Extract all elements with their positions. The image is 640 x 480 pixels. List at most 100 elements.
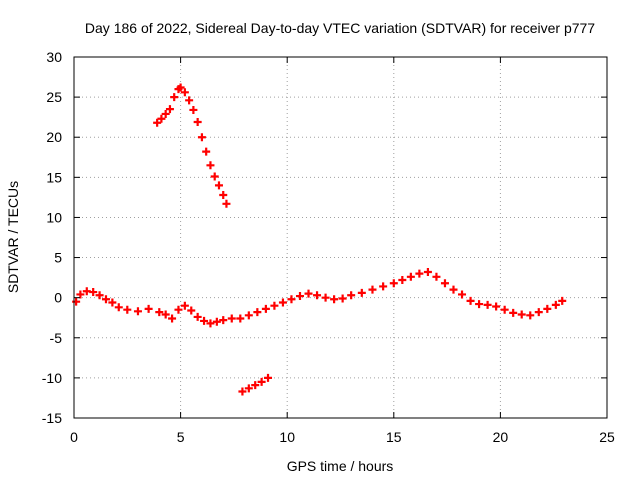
- data-point: [251, 381, 260, 390]
- data-point: [206, 161, 215, 170]
- data-point: [304, 289, 313, 298]
- y-tick-label: -5: [50, 330, 63, 346]
- data-point: [157, 114, 166, 123]
- data-point: [227, 314, 236, 323]
- plot-frame: [73, 56, 608, 419]
- data-point: [483, 300, 492, 309]
- y-tick-label: 15: [46, 169, 62, 185]
- data-point: [123, 305, 132, 314]
- data-point: [174, 305, 183, 314]
- data-point: [347, 291, 356, 300]
- data-point: [180, 301, 189, 310]
- data-point: [558, 296, 567, 305]
- data-point: [153, 118, 162, 127]
- data-point: [415, 269, 424, 278]
- data-point: [95, 291, 104, 300]
- data-point: [236, 314, 245, 323]
- data-point: [212, 317, 221, 326]
- data-point: [295, 292, 304, 301]
- data-point: [321, 293, 330, 302]
- data-point: [500, 305, 509, 314]
- x-tick-label: 15: [386, 429, 402, 445]
- data-point: [509, 308, 518, 317]
- data-point: [261, 304, 270, 313]
- y-tick-label: -10: [42, 370, 62, 386]
- data-point: [244, 384, 253, 393]
- data-point: [133, 307, 142, 316]
- data-point: [189, 105, 198, 114]
- data-point: [330, 295, 339, 304]
- y-tick-label: 5: [54, 250, 62, 266]
- y-tick-label: 20: [46, 129, 62, 145]
- data-point: [101, 295, 110, 304]
- chart-title: Day 186 of 2022, Sidereal Day-to-day VTE…: [85, 20, 595, 36]
- data-point: [368, 285, 377, 294]
- data-point: [253, 308, 262, 317]
- data-point: [214, 181, 223, 190]
- data-point: [517, 310, 526, 319]
- series-p777-upper-arc: [153, 83, 231, 208]
- data-point: [449, 285, 458, 294]
- y-tick-label: 25: [46, 89, 62, 105]
- data-point: [219, 190, 228, 199]
- x-tick-label: 5: [177, 429, 185, 445]
- data-point: [379, 282, 388, 291]
- x-tick-label: 10: [279, 429, 295, 445]
- data-point: [72, 297, 81, 306]
- data-point: [76, 290, 85, 299]
- data-point: [161, 310, 170, 319]
- data-point: [432, 272, 441, 281]
- data-point: [440, 279, 449, 288]
- data-point: [197, 133, 206, 142]
- data-point: [423, 267, 432, 276]
- data-point: [406, 272, 415, 281]
- series-p777-continuous-track: [72, 267, 567, 328]
- data-point: [534, 308, 543, 317]
- data-point: [168, 314, 177, 323]
- data-point: [244, 311, 253, 320]
- data-point: [492, 302, 501, 311]
- x-tick-label: 20: [493, 429, 509, 445]
- data-point: [270, 301, 279, 310]
- data-point: [338, 294, 347, 303]
- data-point: [185, 96, 194, 105]
- data-point: [193, 312, 202, 321]
- x-tick-label: 25: [599, 429, 615, 445]
- axis-ticks: 0 5 10 15 20 25 -15 -10 -5 0 5 10 15 20 25 30: [42, 49, 615, 445]
- data-point: [278, 298, 287, 307]
- data-point: [193, 117, 202, 126]
- data-point: [170, 93, 179, 102]
- data-point: [206, 319, 215, 328]
- data-point: [187, 306, 196, 315]
- data-point: [161, 109, 170, 118]
- data-point: [398, 276, 407, 285]
- data-point: [144, 304, 153, 313]
- y-tick-label: 0: [54, 290, 62, 306]
- data-point: [543, 304, 552, 313]
- data-point: [210, 172, 219, 181]
- data-point: [200, 316, 209, 325]
- x-axis-label: GPS time / hours: [287, 458, 394, 474]
- x-tick-label: 0: [70, 429, 78, 445]
- data-point: [458, 290, 467, 299]
- data-point: [202, 147, 211, 156]
- data-point: [114, 303, 123, 312]
- data-point: [219, 316, 228, 325]
- series-p777-lower-segment: [238, 373, 273, 396]
- data-point: [287, 295, 296, 304]
- data-point: [180, 88, 189, 97]
- data-point: [357, 288, 366, 297]
- data-point: [257, 377, 266, 386]
- y-tick-label: -15: [42, 410, 62, 426]
- y-tick-label: 10: [46, 209, 62, 225]
- data-point: [176, 83, 185, 92]
- data-point: [108, 298, 117, 307]
- data-point: [313, 291, 322, 300]
- data-point: [389, 279, 398, 288]
- grid: [74, 57, 607, 418]
- y-tick-label: 30: [46, 49, 62, 65]
- data-point: [475, 300, 484, 309]
- data-point: [238, 387, 247, 396]
